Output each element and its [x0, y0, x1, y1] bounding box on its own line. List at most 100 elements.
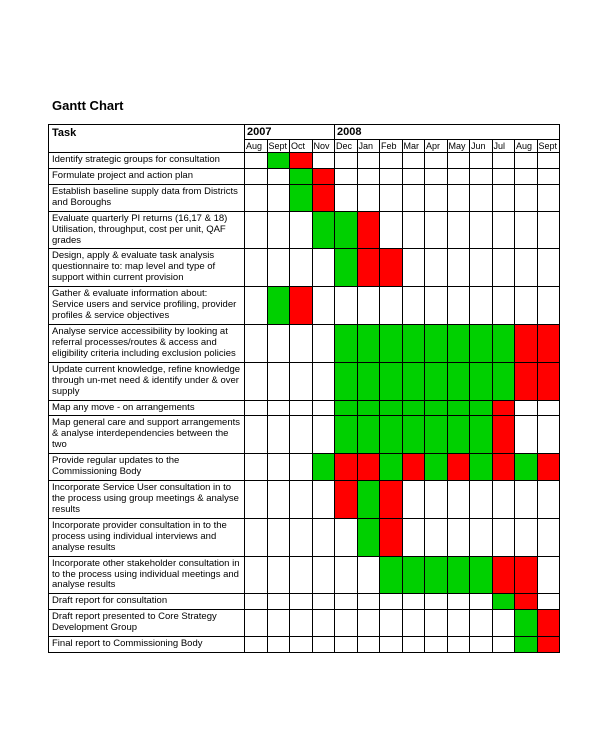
gantt-cell — [335, 400, 358, 416]
gantt-cell — [245, 637, 268, 653]
gantt-cell — [537, 416, 560, 454]
gantt-cell — [515, 556, 538, 594]
gantt-cell — [267, 153, 290, 169]
gantt-cell — [290, 168, 313, 184]
gantt-cell — [267, 518, 290, 556]
gantt-cell — [335, 184, 358, 211]
gantt-cell — [290, 454, 313, 481]
gantt-cell — [245, 416, 268, 454]
gantt-cell — [492, 610, 515, 637]
gantt-cell — [447, 518, 470, 556]
table-row: Evaluate quarterly PI returns (16,17 & 1… — [49, 211, 560, 249]
gantt-cell — [380, 324, 403, 362]
task-label: Evaluate quarterly PI returns (16,17 & 1… — [49, 211, 245, 249]
gantt-cell — [425, 324, 448, 362]
gantt-cell — [470, 184, 493, 211]
gantt-cell — [515, 287, 538, 325]
gantt-cell — [290, 518, 313, 556]
gantt-cell — [267, 416, 290, 454]
gantt-cell — [290, 416, 313, 454]
gantt-cell — [267, 184, 290, 211]
task-label: Formulate project and action plan — [49, 168, 245, 184]
gantt-cell — [380, 168, 403, 184]
gantt-cell — [425, 454, 448, 481]
gantt-cell — [380, 556, 403, 594]
gantt-cell — [290, 362, 313, 400]
task-label: Incorporate provider consultation in to … — [49, 518, 245, 556]
gantt-cell — [335, 324, 358, 362]
month-header: Nov — [312, 140, 335, 153]
month-header: Aug — [245, 140, 268, 153]
gantt-cell — [402, 416, 425, 454]
gantt-cell — [290, 211, 313, 249]
gantt-cell — [402, 454, 425, 481]
gantt-cell — [290, 324, 313, 362]
gantt-cell — [267, 324, 290, 362]
gantt-cell — [245, 518, 268, 556]
gantt-cell — [515, 153, 538, 169]
gantt-cell — [245, 153, 268, 169]
gantt-cell — [447, 324, 470, 362]
gantt-cell — [470, 400, 493, 416]
gantt-cell — [537, 168, 560, 184]
table-row: Draft report presented to Core Strategy … — [49, 610, 560, 637]
gantt-cell — [425, 153, 448, 169]
gantt-cell — [492, 324, 515, 362]
gantt-cell — [537, 637, 560, 653]
gantt-cell — [492, 481, 515, 519]
gantt-cell — [402, 400, 425, 416]
month-header: Dec — [335, 140, 358, 153]
table-row: Analyse service accessibility by looking… — [49, 324, 560, 362]
gantt-cell — [357, 594, 380, 610]
gantt-cell — [470, 610, 493, 637]
gantt-cell — [515, 211, 538, 249]
gantt-cell — [470, 416, 493, 454]
gantt-cell — [312, 249, 335, 287]
gantt-cell — [402, 481, 425, 519]
gantt-cell — [425, 400, 448, 416]
gantt-cell — [267, 168, 290, 184]
gantt-cell — [425, 184, 448, 211]
gantt-cell — [447, 416, 470, 454]
gantt-cell — [470, 287, 493, 325]
gantt-cell — [335, 518, 358, 556]
gantt-cell — [267, 400, 290, 416]
gantt-cell — [515, 168, 538, 184]
year-header: 2007 — [245, 125, 335, 140]
gantt-cell — [335, 454, 358, 481]
task-label: Provide regular updates to the Commissio… — [49, 454, 245, 481]
gantt-cell — [425, 416, 448, 454]
gantt-cell — [312, 481, 335, 519]
gantt-cell — [537, 287, 560, 325]
gantt-cell — [537, 211, 560, 249]
gantt-cell — [380, 518, 403, 556]
table-row: Map any move - on arrangements — [49, 400, 560, 416]
gantt-cell — [515, 362, 538, 400]
task-header: Task — [49, 125, 245, 153]
gantt-cell — [267, 211, 290, 249]
gantt-cell — [492, 454, 515, 481]
gantt-cell — [447, 287, 470, 325]
gantt-cell — [492, 416, 515, 454]
gantt-cell — [290, 637, 313, 653]
gantt-cell — [335, 287, 358, 325]
gantt-cell — [425, 168, 448, 184]
gantt-cell — [312, 556, 335, 594]
gantt-cell — [515, 637, 538, 653]
gantt-cell — [290, 556, 313, 594]
gantt-cell — [447, 249, 470, 287]
gantt-cell — [402, 287, 425, 325]
gantt-cell — [335, 594, 358, 610]
gantt-cell — [357, 153, 380, 169]
gantt-cell — [312, 153, 335, 169]
gantt-cell — [357, 324, 380, 362]
gantt-cell — [335, 481, 358, 519]
gantt-cell — [380, 184, 403, 211]
gantt-cell — [492, 153, 515, 169]
month-header: Apr — [425, 140, 448, 153]
month-header: Jun — [470, 140, 493, 153]
gantt-cell — [492, 211, 515, 249]
gantt-cell — [290, 153, 313, 169]
gantt-cell — [335, 362, 358, 400]
gantt-cell — [402, 594, 425, 610]
